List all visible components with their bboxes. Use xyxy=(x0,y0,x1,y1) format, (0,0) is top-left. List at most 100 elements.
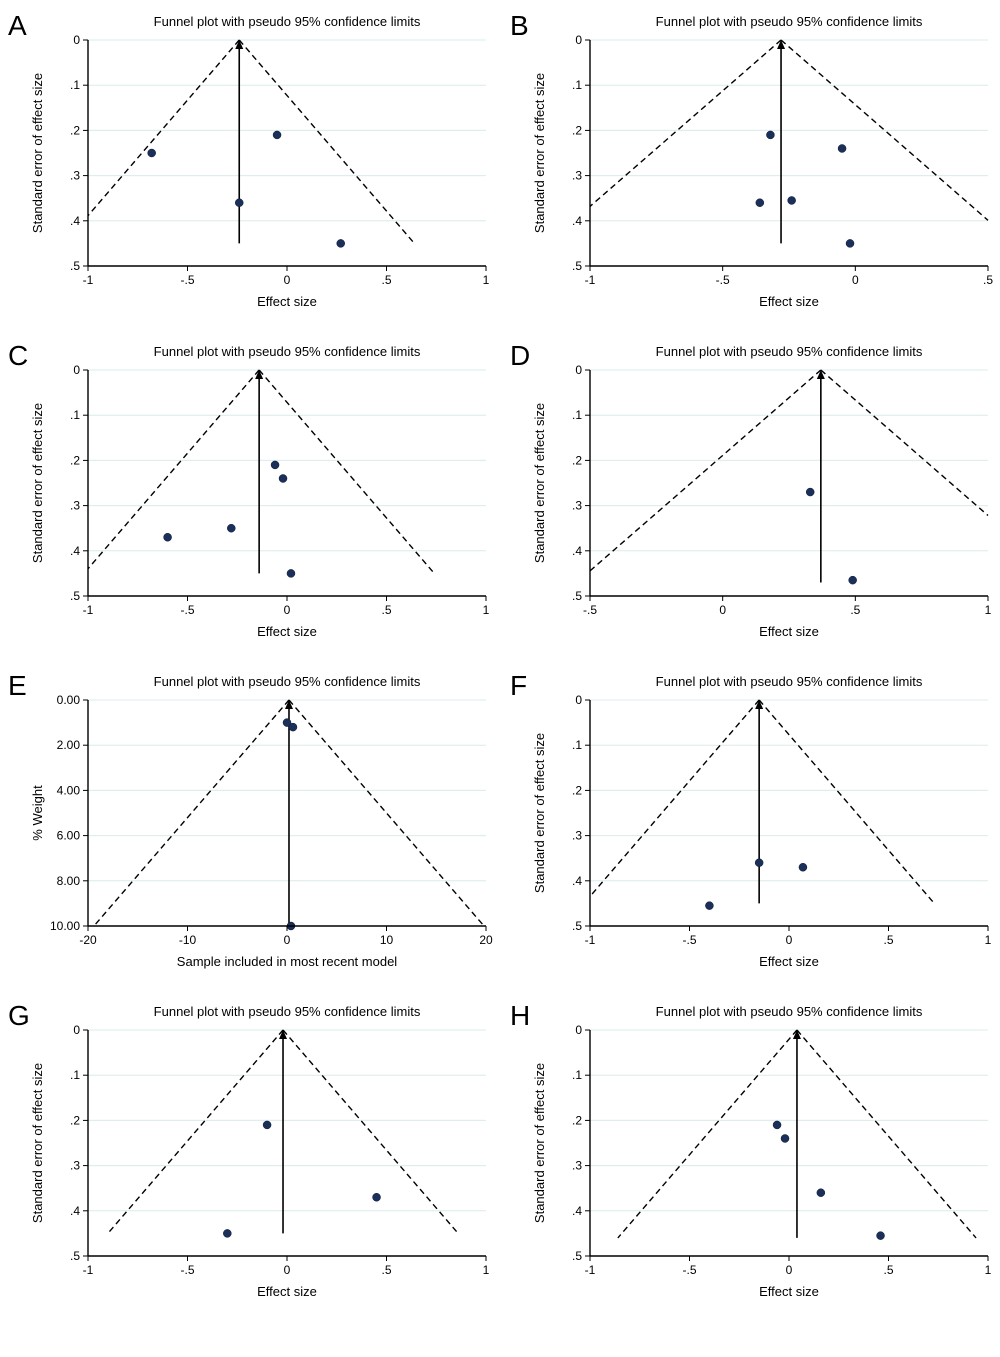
x-tick-label: 1 xyxy=(985,933,992,947)
panel-a: A-1-.50.510.1.2.3.4.5Funnel plot with ps… xyxy=(8,10,500,322)
y-tick-label: 0 xyxy=(73,1023,80,1037)
plot-area xyxy=(590,1030,988,1256)
panel-h: H-1-.50.510.1.2.3.4.5Funnel plot with ps… xyxy=(510,1000,1000,1312)
plot-title: Funnel plot with pseudo 95% confidence l… xyxy=(154,14,421,29)
y-tick-label: 8.00 xyxy=(57,874,81,888)
y-tick-label: .3 xyxy=(70,1159,80,1173)
y-tick-label: 10.00 xyxy=(50,919,80,933)
panel-letter: C xyxy=(8,340,28,372)
x-tick-label: -.5 xyxy=(716,273,730,287)
plot-area xyxy=(590,370,988,596)
y-tick-label: 0.00 xyxy=(57,693,81,707)
y-axis-label: % Weight xyxy=(30,785,45,841)
plot-title: Funnel plot with pseudo 95% confidence l… xyxy=(656,674,923,689)
x-axis-label: Sample included in most recent model xyxy=(177,954,398,969)
data-point xyxy=(289,723,297,731)
x-tick-label: 1 xyxy=(483,1263,490,1277)
data-point xyxy=(273,131,281,139)
y-tick-label: .5 xyxy=(572,919,582,933)
y-tick-label: .4 xyxy=(70,1204,80,1218)
panel-d: D-.50.510.1.2.3.4.5Funnel plot with pseu… xyxy=(510,340,1000,652)
y-tick-label: .3 xyxy=(70,499,80,513)
y-tick-label: .2 xyxy=(70,453,80,467)
y-tick-label: .4 xyxy=(572,1204,582,1218)
y-tick-label: .2 xyxy=(572,783,582,797)
plot-title: Funnel plot with pseudo 95% confidence l… xyxy=(154,344,421,359)
y-tick-label: .5 xyxy=(70,259,80,273)
y-tick-label: 4.00 xyxy=(57,783,81,797)
y-tick-label: .4 xyxy=(70,214,80,228)
y-axis-label: Standard error of effect size xyxy=(30,403,45,563)
plot-title: Funnel plot with pseudo 95% confidence l… xyxy=(656,344,923,359)
x-tick-label: 0 xyxy=(786,1263,793,1277)
y-tick-label: .5 xyxy=(70,589,80,603)
data-point xyxy=(846,239,854,247)
plot-area xyxy=(88,700,486,926)
x-tick-label: 0 xyxy=(719,603,726,617)
x-tick-label: 0 xyxy=(284,933,291,947)
data-point xyxy=(287,569,295,577)
y-tick-label: .5 xyxy=(572,259,582,273)
funnel-plot-g: -1-.50.510.1.2.3.4.5Funnel plot with pse… xyxy=(22,1000,500,1312)
panel-letter: F xyxy=(510,670,527,702)
panel-letter: B xyxy=(510,10,529,42)
data-point xyxy=(271,461,279,469)
data-point xyxy=(806,488,814,496)
plot-title: Funnel plot with pseudo 95% confidence l… xyxy=(154,1004,421,1019)
data-point xyxy=(223,1229,231,1237)
data-point xyxy=(235,199,243,207)
y-tick-label: 0 xyxy=(575,33,582,47)
y-tick-label: 0 xyxy=(73,33,80,47)
y-tick-label: .1 xyxy=(70,408,80,422)
y-tick-label: .1 xyxy=(572,1068,582,1082)
y-tick-label: .5 xyxy=(572,589,582,603)
panel-c: C-1-.50.510.1.2.3.4.5Funnel plot with ps… xyxy=(8,340,500,652)
y-tick-label: .3 xyxy=(572,169,582,183)
y-tick-label: .3 xyxy=(572,829,582,843)
data-point xyxy=(788,196,796,204)
data-point xyxy=(337,239,345,247)
y-tick-label: .3 xyxy=(572,1159,582,1173)
y-tick-label: 6.00 xyxy=(57,829,81,843)
data-point xyxy=(705,902,713,910)
y-tick-label: .3 xyxy=(572,499,582,513)
y-tick-label: 0 xyxy=(575,693,582,707)
x-axis-label: Effect size xyxy=(759,954,819,969)
panel-letter: G xyxy=(8,1000,30,1032)
y-tick-label: .2 xyxy=(572,453,582,467)
y-axis-label: Standard error of effect size xyxy=(30,1063,45,1223)
x-tick-label: -1 xyxy=(585,1263,596,1277)
x-tick-label: 20 xyxy=(479,933,493,947)
y-tick-label: 0 xyxy=(575,363,582,377)
x-tick-label: -10 xyxy=(179,933,197,947)
y-axis-label: Standard error of effect size xyxy=(532,403,547,563)
plot-title: Funnel plot with pseudo 95% confidence l… xyxy=(656,1004,923,1019)
data-point xyxy=(756,199,764,207)
panel-letter: H xyxy=(510,1000,530,1032)
funnel-plot-c: -1-.50.510.1.2.3.4.5Funnel plot with pse… xyxy=(22,340,500,652)
plot-area xyxy=(88,1030,486,1256)
x-tick-label: -.5 xyxy=(180,1263,194,1277)
data-point xyxy=(279,474,287,482)
x-tick-label: 1 xyxy=(985,1263,992,1277)
funnel-plot-b: -1-.50.50.1.2.3.4.5Funnel plot with pseu… xyxy=(524,10,1000,322)
data-point xyxy=(164,533,172,541)
x-tick-label: .5 xyxy=(883,1263,893,1277)
plot-title: Funnel plot with pseudo 95% confidence l… xyxy=(656,14,923,29)
x-tick-label: -1 xyxy=(83,603,94,617)
plot-title: Funnel plot with pseudo 95% confidence l… xyxy=(154,674,421,689)
y-axis-label: Standard error of effect size xyxy=(30,73,45,233)
x-tick-label: 0 xyxy=(852,273,859,287)
panel-letter: E xyxy=(8,670,27,702)
x-tick-label: .5 xyxy=(983,273,993,287)
data-point xyxy=(755,859,763,867)
data-point xyxy=(817,1189,825,1197)
x-tick-label: -.5 xyxy=(682,1263,696,1277)
x-tick-label: .5 xyxy=(883,933,893,947)
y-tick-label: .1 xyxy=(572,78,582,92)
y-tick-label: 2.00 xyxy=(57,738,81,752)
x-tick-label: .5 xyxy=(381,273,391,287)
x-tick-label: .5 xyxy=(381,1263,391,1277)
y-tick-label: .4 xyxy=(572,874,582,888)
funnel-plot-e: -20-10010200.002.004.006.008.0010.00Funn… xyxy=(22,670,500,982)
